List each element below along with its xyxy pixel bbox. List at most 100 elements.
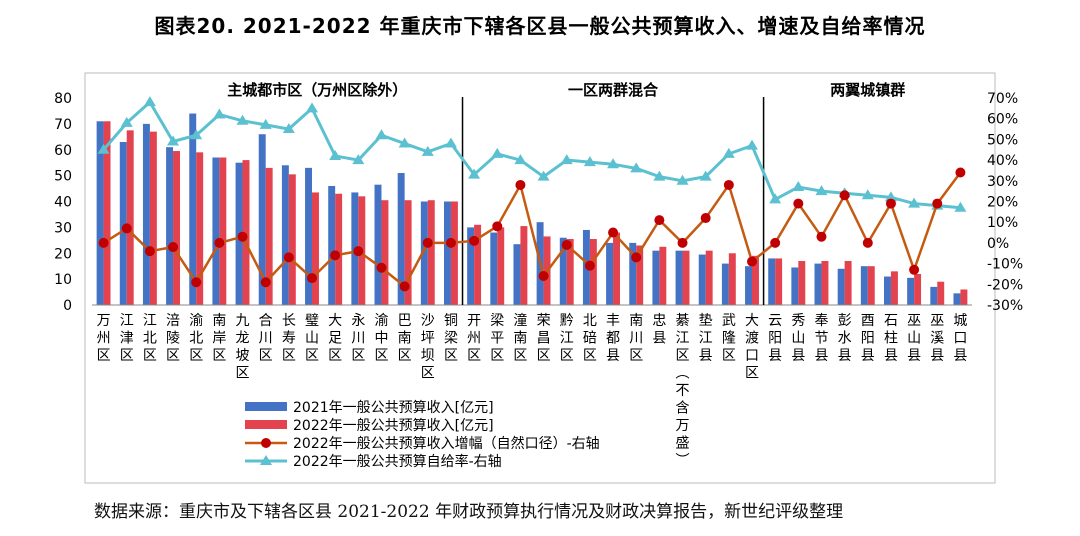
- growth-point: [839, 190, 850, 201]
- left-axis-tick-label: 60: [54, 143, 72, 159]
- bar-2022: [381, 200, 389, 305]
- left-axis-tick-label: 10: [54, 272, 72, 288]
- bar-2021: [166, 147, 174, 305]
- group-label: 主城都市区（万州区除外）: [227, 81, 407, 99]
- bar-series: [92, 113, 972, 306]
- self-sufficiency-point: [560, 154, 573, 165]
- self-sufficiency-point: [352, 154, 365, 165]
- bar-2022: [149, 131, 157, 305]
- right-axis-tick-label: 0%: [987, 236, 1009, 252]
- bar-2022: [589, 239, 597, 305]
- x-tick-label: 长寿区: [282, 313, 296, 364]
- x-tick-label: 綦江区︵不含万盛︶: [676, 313, 690, 469]
- group-label: 两翼城镇群: [830, 81, 905, 99]
- self-sufficiency-point: [861, 189, 874, 200]
- bar-2022: [474, 224, 482, 305]
- growth-point: [399, 281, 410, 292]
- bar-2022: [821, 261, 829, 305]
- growth-point: [260, 277, 271, 288]
- x-tick-label: 江北区: [143, 313, 157, 364]
- bar-2021: [374, 184, 382, 305]
- growth-point: [376, 262, 387, 273]
- bar-2022: [752, 255, 759, 305]
- left-axis-tick-label: 0: [63, 298, 72, 314]
- growth-point: [561, 239, 572, 250]
- x-tick-label: 垫江县: [699, 313, 713, 364]
- self-sufficiency-point: [306, 102, 318, 113]
- self-sufficiency-point: [236, 114, 249, 125]
- bar-2022: [636, 245, 644, 305]
- x-tick-label: 涪陵区: [166, 313, 180, 364]
- bar-2021: [305, 167, 312, 305]
- bar-2021: [629, 242, 637, 305]
- left-axis-tick-label: 50: [54, 169, 72, 185]
- x-tick-label: 巫山县: [907, 313, 921, 364]
- x-tick-labels: 万州区江津区江北区涪陵区渝北区南岸区九龙坡区合川区长寿区璧山区大足区永川区渝中区…: [97, 312, 968, 469]
- left-axis-tick-label: 40: [54, 195, 72, 211]
- self-sufficiency-point: [282, 123, 295, 134]
- bar-2022: [196, 152, 204, 305]
- bar-2021: [281, 165, 289, 305]
- self-sufficiency-point: [120, 116, 133, 127]
- x-tick-label: 渝北区: [189, 313, 203, 364]
- growth-point: [283, 252, 294, 263]
- x-tick-label: 云阳县: [768, 313, 782, 364]
- legend-label: 2022年一般公共预算收入[亿元]: [293, 418, 494, 434]
- self-sufficiency-point: [143, 96, 156, 107]
- bar-2021: [768, 258, 776, 305]
- bar-2022: [265, 167, 273, 305]
- plot-frame: [84, 72, 996, 484]
- bar-2022: [404, 200, 412, 305]
- x-tick-label: 大足区: [328, 313, 342, 364]
- bar-2021: [258, 134, 266, 305]
- growth-line: [102, 171, 962, 289]
- self-sufficiency-point: [468, 168, 481, 179]
- right-axis-tick-label: -10%: [987, 257, 1023, 273]
- growth-point: [700, 213, 711, 224]
- bar-2021: [559, 237, 567, 305]
- right-axis-tick-label: 40%: [987, 153, 1018, 169]
- bar-2022: [103, 121, 111, 305]
- bar-2022: [520, 226, 528, 305]
- self-sufficiency-point: [213, 108, 226, 119]
- growth-point: [307, 273, 317, 284]
- legend-label: 2021年一般公共预算收入[亿元]: [293, 400, 494, 416]
- right-axis-tick-label: 60%: [987, 112, 1018, 128]
- bar-2021: [884, 276, 891, 305]
- growth-point: [98, 237, 109, 248]
- self-sufficiency-point: [97, 143, 110, 154]
- left-axis-tick-label: 20: [54, 246, 72, 262]
- growth-point: [469, 235, 480, 246]
- self-sufficiency-point: [769, 193, 782, 204]
- bar-2021: [490, 232, 498, 305]
- bar-2022: [450, 201, 458, 305]
- growth-point: [121, 223, 132, 234]
- x-tick-label: 渝中区: [374, 313, 388, 364]
- x-tick-label: 奉节县: [814, 313, 828, 364]
- x-tick-label: 潼南区: [513, 312, 527, 364]
- bar-2021: [698, 254, 706, 305]
- x-tick-label: 城口县: [953, 313, 967, 364]
- growth-point: [608, 227, 619, 238]
- bar-2021: [212, 157, 220, 305]
- legend: 2021年一般公共预算收入[亿元]2022年一般公共预算收入[亿元]2022年一…: [245, 400, 600, 470]
- x-tick-label: 开州区: [467, 313, 481, 364]
- self-sufficiency-point: [329, 149, 342, 160]
- legend-swatch-marker: [260, 455, 272, 465]
- left-axis: 0 10 20 30 40 50 60 70 80: [54, 91, 72, 314]
- bar-2021: [745, 266, 752, 305]
- growth-point: [515, 179, 526, 190]
- x-tick-label: 南川区: [629, 313, 643, 364]
- bar-2022: [613, 232, 620, 305]
- growth-point: [654, 215, 665, 226]
- x-tick-label: 秀山县: [791, 313, 805, 364]
- bar-2022: [427, 200, 435, 305]
- self-sufficiency-point: [746, 139, 758, 150]
- x-tick-label: 巴南区: [398, 313, 412, 364]
- left-axis-tick-label: 70: [54, 117, 72, 133]
- self-sufficiency-point: [908, 197, 921, 208]
- bar-2022: [288, 174, 296, 305]
- group-labels: 主城都市区（万州区除外） 一区两群混合 两翼城镇群: [227, 81, 905, 99]
- bar-2021: [814, 263, 822, 305]
- bar-2022: [775, 258, 783, 305]
